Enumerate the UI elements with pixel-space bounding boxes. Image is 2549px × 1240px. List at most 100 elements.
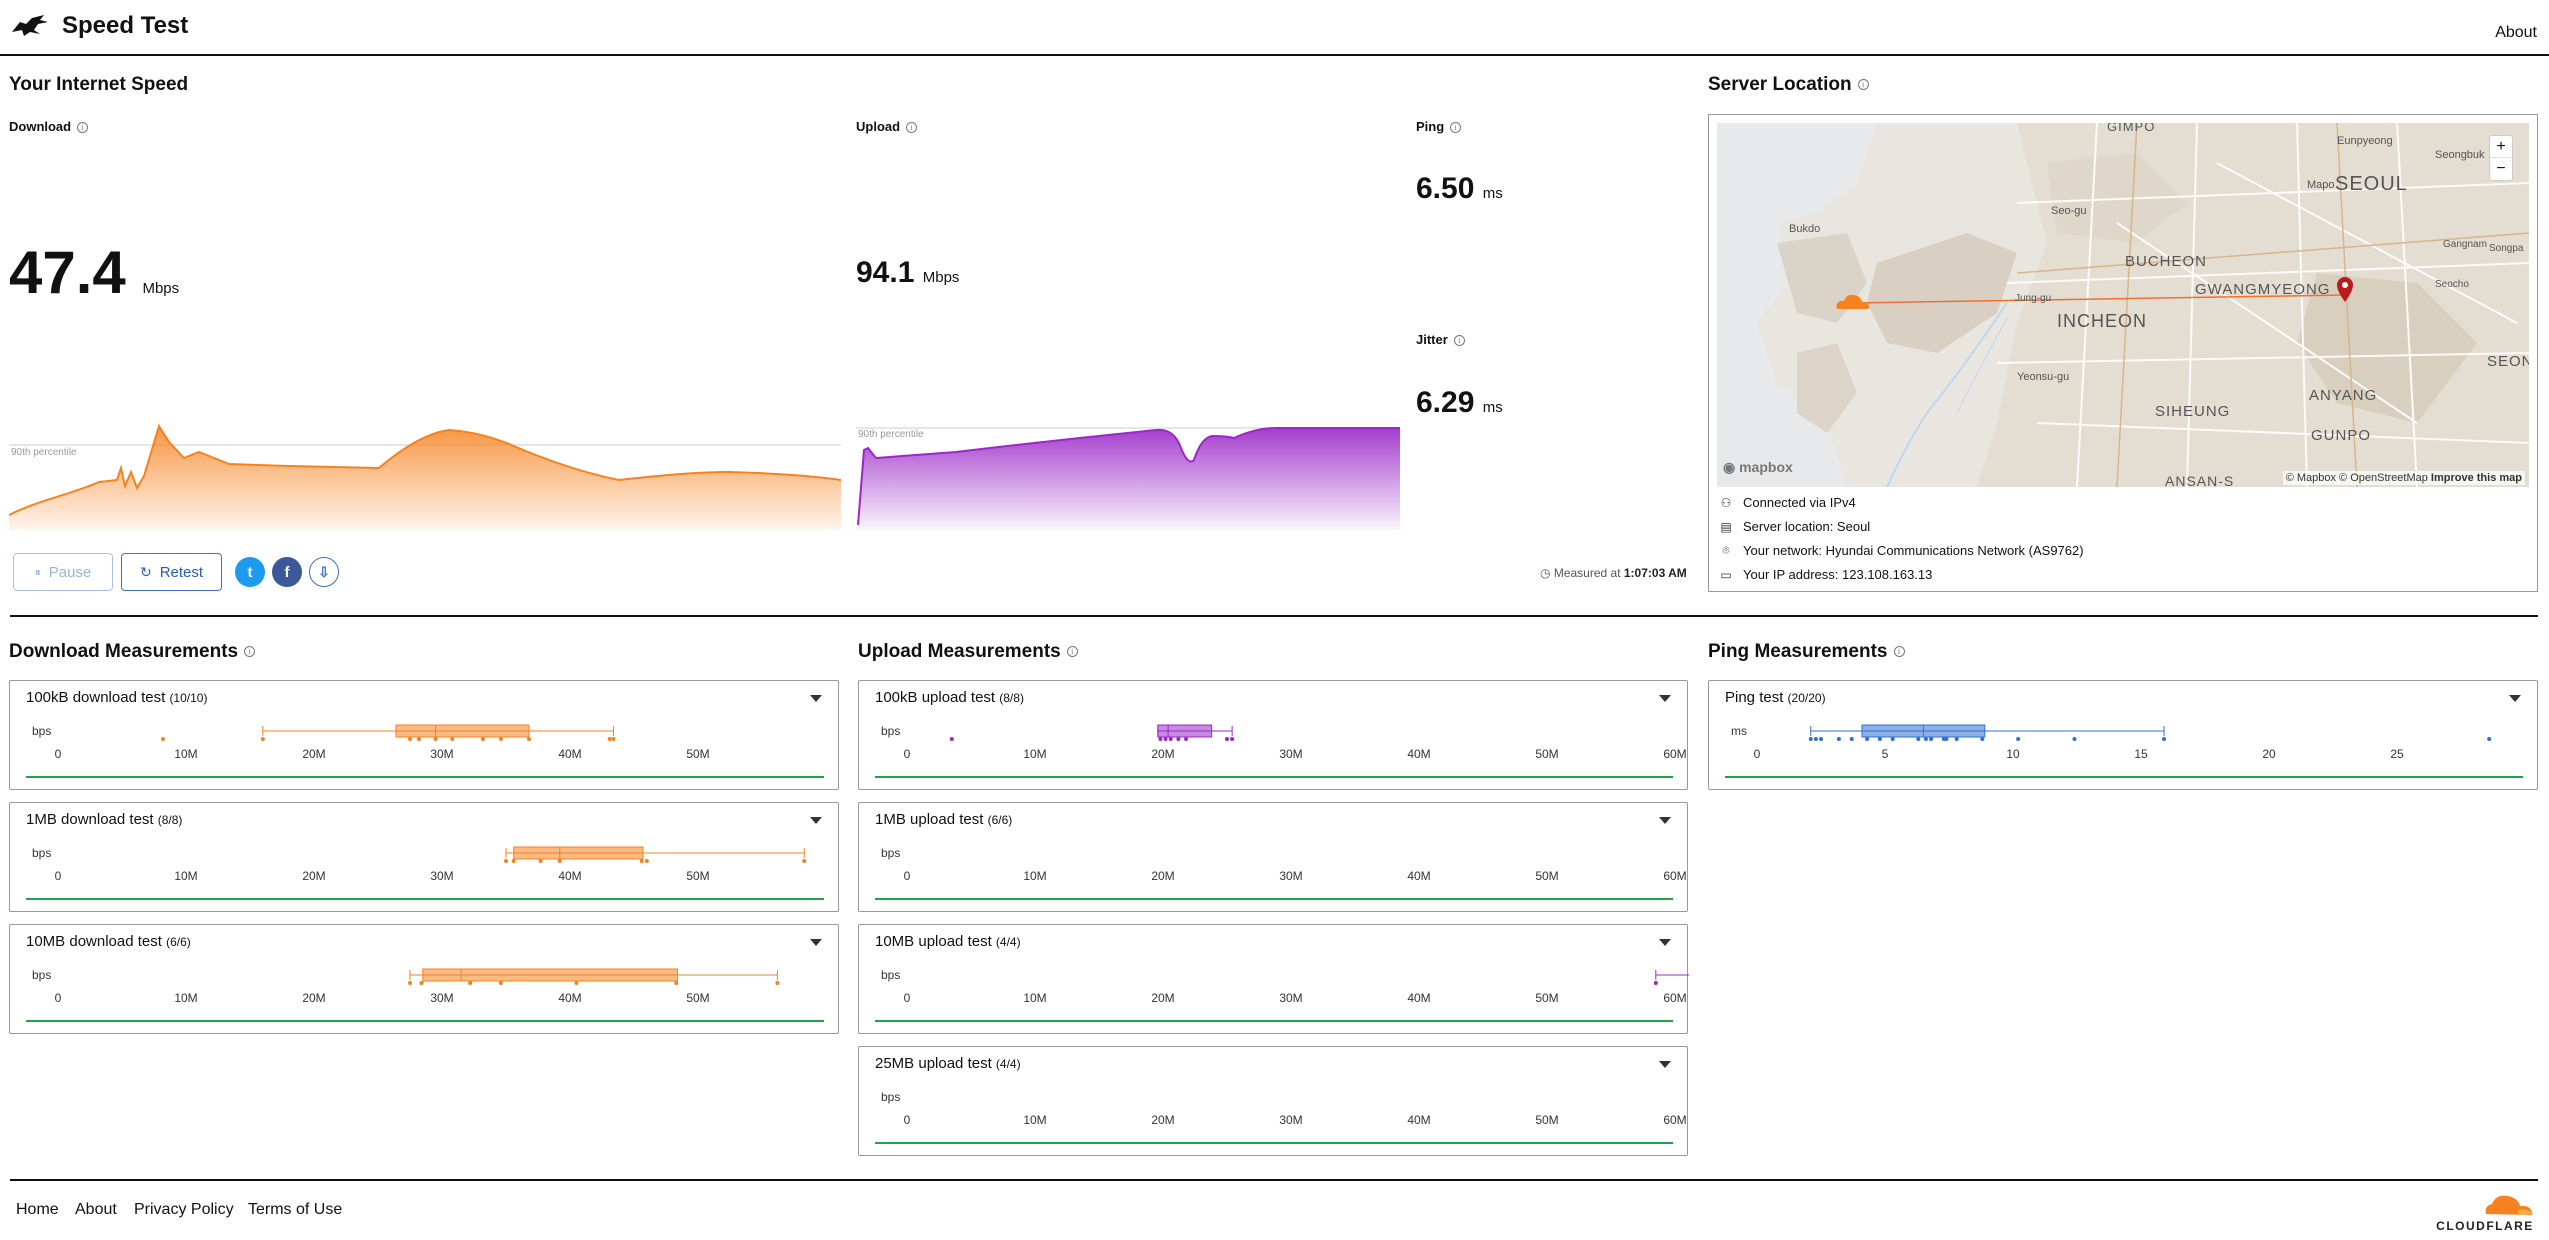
server-map[interactable]: SEOUL BUCHEON GWANGMYEONG INCHEON SIHEUN… xyxy=(1717,123,2529,487)
data-point[interactable] xyxy=(802,859,807,863)
data-point[interactable] xyxy=(1819,737,1823,741)
data-point[interactable] xyxy=(450,737,455,741)
iqr-box[interactable] xyxy=(395,724,530,738)
info-icon[interactable]: i xyxy=(77,122,89,134)
data-point[interactable] xyxy=(639,859,644,863)
data-point[interactable] xyxy=(1877,737,1882,741)
data-point[interactable] xyxy=(1168,737,1173,741)
data-point[interactable] xyxy=(1163,737,1168,741)
facebook-share-icon[interactable]: f xyxy=(272,557,302,587)
info-icon[interactable]: i xyxy=(1893,646,1905,658)
chevron-down-icon[interactable] xyxy=(810,817,822,824)
data-point[interactable] xyxy=(498,981,503,985)
data-point[interactable] xyxy=(644,859,649,863)
info-icon[interactable]: i xyxy=(1066,646,1078,658)
data-point[interactable] xyxy=(1865,737,1870,741)
data-point[interactable] xyxy=(1230,737,1235,741)
info-icon[interactable]: i xyxy=(906,122,918,134)
measurement-card[interactable]: 100kB upload test (8/8) bps 0 10M 20M 30M 40M 5… xyxy=(858,680,1688,790)
axis-tick-label: 40M xyxy=(1407,991,1430,1005)
data-point[interactable] xyxy=(1916,737,1921,741)
data-point[interactable] xyxy=(419,981,424,985)
iqr-box[interactable] xyxy=(422,968,679,982)
data-point[interactable] xyxy=(574,981,579,985)
zoom-out-button[interactable]: − xyxy=(2496,160,2506,177)
data-point[interactable] xyxy=(1944,737,1949,741)
measurement-card[interactable]: 25MB upload test (4/4) bps 0 10M 20M 30M 40M 50… xyxy=(858,1046,1688,1156)
data-point[interactable] xyxy=(557,859,562,863)
measurement-card[interactable]: 1MB upload test (6/6) bps 0 10M 20M 30M 40M 50M… xyxy=(858,802,1688,912)
data-point[interactable] xyxy=(1980,737,1985,741)
measurement-card[interactable]: Ping test (20/20) ms 0 5 10 15 20 25 xyxy=(1708,680,2538,790)
chevron-down-icon[interactable] xyxy=(2509,695,2521,702)
data-point[interactable] xyxy=(480,737,485,741)
attribution-text[interactable]: © Mapbox © OpenStreetMap xyxy=(2285,472,2428,484)
data-point[interactable] xyxy=(1849,737,1854,741)
data-point[interactable] xyxy=(607,737,612,741)
zoom-in-button[interactable]: + xyxy=(2490,136,2512,158)
data-point[interactable] xyxy=(1158,737,1163,741)
chevron-down-icon[interactable] xyxy=(810,695,822,702)
data-point[interactable] xyxy=(408,737,412,741)
data-point[interactable] xyxy=(538,859,543,863)
chevron-down-icon[interactable] xyxy=(1659,939,1671,946)
data-point[interactable] xyxy=(674,981,679,985)
iqr-box[interactable] xyxy=(513,846,644,860)
retest-button[interactable]: ↻ Retest xyxy=(121,553,222,591)
data-point[interactable] xyxy=(1929,737,1934,741)
twitter-share-icon[interactable]: t xyxy=(235,557,265,587)
data-point[interactable] xyxy=(2487,737,2492,741)
iqr-box[interactable] xyxy=(1157,724,1213,738)
data-point[interactable] xyxy=(511,859,516,863)
footer-terms-link[interactable]: Terms of Use xyxy=(248,1201,343,1218)
info-icon[interactable]: i xyxy=(1453,335,1465,347)
chevron-down-icon[interactable] xyxy=(810,939,822,946)
data-point[interactable] xyxy=(775,981,780,985)
data-point[interactable] xyxy=(260,737,265,741)
data-point[interactable] xyxy=(1184,737,1189,741)
axis-tick-label: 50M xyxy=(686,991,709,1005)
data-point[interactable] xyxy=(2072,737,2077,741)
data-point[interactable] xyxy=(2162,737,2167,741)
chevron-down-icon[interactable] xyxy=(1659,1061,1671,1068)
footer-privacy-link[interactable]: Privacy Policy xyxy=(134,1201,234,1218)
data-point[interactable] xyxy=(1923,737,1928,741)
data-point[interactable] xyxy=(160,737,165,741)
data-point[interactable] xyxy=(1176,737,1181,741)
about-link[interactable]: About xyxy=(2495,24,2537,41)
data-point[interactable] xyxy=(949,737,954,741)
data-point[interactable] xyxy=(498,737,503,741)
chevron-down-icon[interactable] xyxy=(1659,817,1671,824)
data-point[interactable] xyxy=(527,737,532,741)
info-icon[interactable]: i xyxy=(1450,122,1462,134)
data-point[interactable] xyxy=(408,981,412,985)
data-point[interactable] xyxy=(1954,737,1959,741)
data-point[interactable] xyxy=(468,981,473,985)
download-results-icon[interactable]: ⇩ xyxy=(309,557,339,587)
improve-map-link[interactable]: Improve this map xyxy=(2430,472,2522,484)
data-point[interactable] xyxy=(2016,737,2021,741)
data-point[interactable] xyxy=(433,737,438,741)
data-point[interactable] xyxy=(1808,737,1813,741)
info-icon[interactable]: i xyxy=(244,646,256,658)
measurement-card[interactable]: 100kB download test (10/10) bps 0 10M 20M 30M… xyxy=(9,680,839,790)
network-icon: ⚇ xyxy=(1720,495,1732,510)
download-line xyxy=(9,423,841,516)
data-point[interactable] xyxy=(1225,737,1229,741)
chevron-down-icon[interactable] xyxy=(1659,695,1671,702)
measurement-card[interactable]: 10MB upload test (4/4) bps 0 10M 20M 30M 40M 50… xyxy=(858,924,1689,1034)
cloudflare-logo[interactable]: CLOUDFLARE xyxy=(2430,1188,2540,1233)
info-icon[interactable]: i xyxy=(1857,79,1869,91)
data-point[interactable] xyxy=(611,737,616,741)
footer-about-link[interactable]: About xyxy=(75,1201,117,1218)
data-point[interactable] xyxy=(1890,737,1895,741)
footer-home-link[interactable]: Home xyxy=(16,1201,59,1218)
measurement-card[interactable]: 10MB download test (6/6) bps 0 10M 20M 30M 40M… xyxy=(9,924,839,1034)
data-point[interactable] xyxy=(504,859,508,863)
measurement-card[interactable]: 1MB download test (8/8) bps 0 10M 20M 30M 40M 5… xyxy=(9,802,839,912)
data-point[interactable] xyxy=(1813,737,1818,741)
data-point[interactable] xyxy=(416,737,421,741)
data-point[interactable] xyxy=(1836,737,1841,741)
pause-button[interactable]: ⏸ Pause xyxy=(13,553,113,591)
data-point[interactable] xyxy=(1653,981,1658,985)
